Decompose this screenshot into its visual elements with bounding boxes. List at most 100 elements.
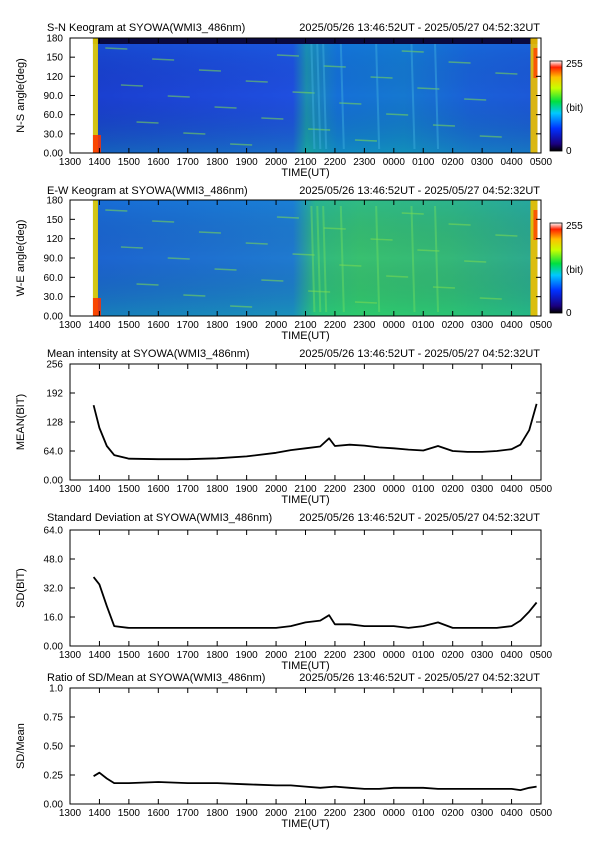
y-tick-label: 1.0 — [49, 684, 63, 695]
x-axis-label: TIME(UT) — [281, 494, 329, 506]
panel-title: S-N Keogram at SYOWA(WMI3_486nm) — [47, 22, 245, 34]
y-axis-label: W-E angle(deg) — [15, 220, 27, 297]
time-window: 2025/05/26 13:46:52UT - 2025/05/27 04:52… — [299, 185, 540, 197]
x-tick-label: 2300 — [353, 650, 376, 661]
y-tick-label: 128 — [46, 418, 63, 429]
colorbar: 255 (bit) 0 — [549, 59, 583, 157]
x-tick-label: 0400 — [500, 157, 523, 168]
time-window: 2025/05/26 13:46:52UT - 2025/05/27 04:52… — [299, 348, 540, 360]
y-tick-label: 60.0 — [44, 110, 64, 121]
x-tick-label: 0000 — [383, 157, 406, 168]
x-tick-label: 1900 — [236, 808, 259, 819]
x-tick-label: 0200 — [442, 650, 465, 661]
y-tick-label: 90.0 — [44, 91, 64, 102]
x-tick-label: 1500 — [118, 808, 141, 819]
x-tick-label: 0400 — [500, 650, 523, 661]
x-tick-label: 1800 — [206, 808, 229, 819]
x-tick-label: 1300 — [59, 157, 82, 168]
y-tick-label: 64.0 — [44, 447, 64, 458]
y-tick-label: 0.00 — [44, 312, 64, 323]
x-tick-label: 0300 — [471, 808, 494, 819]
y-tick-label: 0.00 — [44, 476, 64, 487]
x-tick-label: 0100 — [412, 320, 435, 331]
panel-sd: Standard Deviation at SYOWA(WMI3_486nm) 2… — [15, 512, 553, 672]
x-axis-label: TIME(UT) — [281, 818, 329, 830]
x-tick-label: 0500 — [530, 484, 553, 495]
colorbar-unit-label: (bit) — [566, 265, 583, 276]
colorbar-min-label: 0 — [566, 308, 572, 319]
y-tick-label: 32.0 — [44, 584, 64, 595]
y-tick-label: 30.0 — [44, 129, 64, 140]
y-tick-label: 0.50 — [44, 742, 64, 753]
y-tick-label: 0.00 — [44, 149, 64, 160]
x-tick-label: 1900 — [236, 157, 259, 168]
x-tick-label: 2200 — [324, 808, 347, 819]
x-tick-label: 1400 — [88, 320, 111, 331]
panel-ew: E-W Keogram at SYOWA(WMI3_486nm) 2025/05/… — [15, 185, 583, 342]
x-tick-label: 0000 — [383, 484, 406, 495]
y-tick-label: 0.00 — [44, 642, 64, 653]
time-window: 2025/05/26 13:46:52UT - 2025/05/27 04:52… — [299, 672, 540, 684]
panel-mean: Mean intensity at SYOWA(WMI3_486nm) 2025/… — [15, 348, 553, 506]
plot-frame — [69, 363, 542, 481]
y-tick-label: 64.0 — [44, 526, 64, 537]
x-tick-label: 1500 — [118, 320, 141, 331]
panel-title: Mean intensity at SYOWA(WMI3_486nm) — [47, 348, 250, 360]
x-tick-label: 2200 — [324, 650, 347, 661]
x-tick-label: 1900 — [236, 650, 259, 661]
x-axis-label: TIME(UT) — [281, 330, 329, 342]
x-tick-label: 0300 — [471, 157, 494, 168]
x-tick-label: 2100 — [294, 320, 317, 331]
panel-sn: S-N Keogram at SYOWA(WMI3_486nm) 2025/05/… — [15, 22, 583, 179]
x-tick-label: 2000 — [265, 808, 288, 819]
x-tick-label: 1300 — [59, 650, 82, 661]
x-tick-label: 0200 — [442, 157, 465, 168]
x-tick-label: 1900 — [236, 320, 259, 331]
x-tick-label: 1700 — [177, 320, 200, 331]
y-tick-label: 30.0 — [44, 292, 64, 303]
series-line-mean — [92, 403, 538, 461]
x-tick-label: 2200 — [324, 157, 347, 168]
x-tick-label: 0300 — [471, 484, 494, 495]
time-window: 2025/05/26 13:46:52UT - 2025/05/27 04:52… — [299, 512, 540, 524]
x-tick-label: 1400 — [88, 157, 111, 168]
x-tick-label: 2100 — [294, 808, 317, 819]
x-tick-label: 2300 — [353, 157, 376, 168]
x-tick-label: 1300 — [59, 808, 82, 819]
colorbar-max-label: 255 — [566, 221, 583, 232]
y-tick-label: 0.25 — [44, 771, 64, 782]
x-tick-label: 2100 — [294, 650, 317, 661]
y-axis-label: MEAN(BIT) — [15, 394, 27, 450]
panel-title: E-W Keogram at SYOWA(WMI3_486nm) — [47, 185, 248, 197]
y-tick-label: 180 — [46, 196, 63, 207]
x-tick-label: 1400 — [88, 650, 111, 661]
x-tick-label: 1700 — [177, 808, 200, 819]
x-tick-label: 0500 — [530, 320, 553, 331]
y-tick-label: 0.00 — [44, 800, 64, 811]
y-axis-label: SD/Mean — [15, 723, 27, 769]
x-tick-label: 0200 — [442, 320, 465, 331]
x-tick-label: 2200 — [324, 320, 347, 331]
x-axis-label: TIME(UT) — [281, 167, 329, 179]
y-axis-label: SD(BIT) — [15, 568, 27, 608]
x-tick-label: 2100 — [294, 157, 317, 168]
x-tick-label: 0000 — [383, 320, 406, 331]
y-axis-label: N-S angle(deg) — [15, 58, 27, 133]
x-tick-label: 1300 — [59, 320, 82, 331]
x-tick-label: 1700 — [177, 484, 200, 495]
x-tick-label: 0300 — [471, 650, 494, 661]
x-tick-label: 2000 — [265, 484, 288, 495]
x-tick-label: 2200 — [324, 484, 347, 495]
x-tick-label: 0200 — [442, 808, 465, 819]
colorbar-max-label: 255 — [566, 59, 583, 70]
x-tick-label: 1600 — [147, 808, 170, 819]
series-line-ratio — [93, 771, 537, 791]
x-tick-label: 2000 — [265, 650, 288, 661]
x-tick-label: 0100 — [412, 808, 435, 819]
y-tick-label: 90.0 — [44, 254, 64, 265]
x-tick-label: 2000 — [265, 157, 288, 168]
y-tick-label: 150 — [46, 53, 63, 64]
x-tick-label: 1700 — [177, 157, 200, 168]
x-tick-label: 0300 — [471, 320, 494, 331]
